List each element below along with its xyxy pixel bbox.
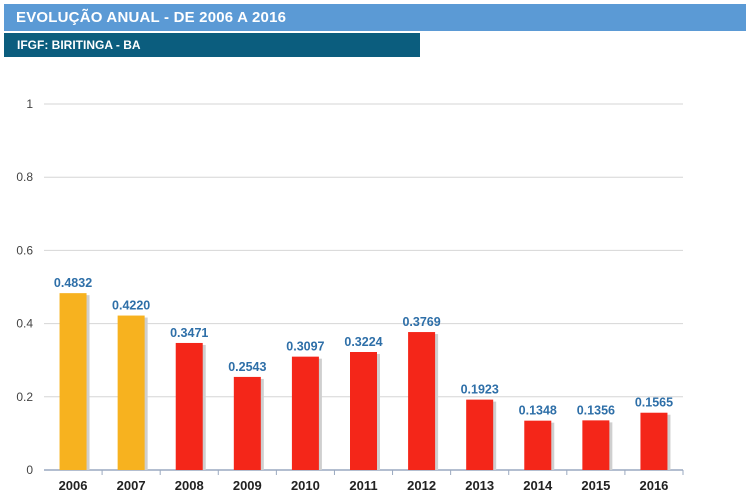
bar-2008[interactable] (175, 342, 203, 470)
bar-2010[interactable] (291, 356, 319, 470)
x-tick-label-2008: 2008 (175, 478, 204, 492)
y-tick-label: 0.6 (16, 243, 33, 257)
chart-title: EVOLUÇÃO ANUAL - DE 2006 A 2016 (16, 9, 287, 26)
bar-2016[interactable] (640, 412, 668, 470)
x-tick-label-2007: 2007 (117, 478, 146, 492)
chart-title-bar: EVOLUÇÃO ANUAL - DE 2006 A 2016 (4, 4, 746, 31)
data-label-2008: 0.3471 (170, 326, 208, 340)
data-label-2006: 0.4832 (54, 276, 92, 290)
data-label-2013: 0.1923 (461, 383, 499, 397)
y-tick-label: 1 (26, 97, 33, 111)
y-tick-label: 0.2 (16, 390, 33, 404)
bar-2013[interactable] (466, 399, 494, 470)
data-label-2011: 0.3224 (344, 335, 382, 349)
x-tick-label-2016: 2016 (639, 478, 668, 492)
x-tick-label-2012: 2012 (407, 478, 436, 492)
data-label-2014: 0.1348 (519, 404, 557, 418)
x-tick-label-2011: 2011 (349, 478, 377, 492)
data-label-2010: 0.3097 (286, 340, 324, 354)
data-label-2009: 0.2543 (228, 360, 266, 374)
x-tick-label-2014: 2014 (523, 478, 553, 492)
x-tick-label-2013: 2013 (465, 478, 494, 492)
x-tick-label-2009: 2009 (233, 478, 262, 492)
data-label-2016: 0.1565 (635, 396, 673, 410)
bar-2009[interactable] (233, 376, 261, 470)
chart-subtitle-bar: IFGF: BIRITINGA - BA (4, 33, 420, 57)
bar-2007[interactable] (117, 315, 145, 470)
bar-chart: 0 0.2 0.4 0.6 0.8 1 0.4832 2006 0.4220 2007 0.3471… (16, 97, 684, 492)
x-tick-label-2006: 2006 (59, 478, 88, 492)
x-tick-label-2010: 2010 (291, 478, 320, 492)
bar-2012[interactable] (408, 332, 436, 470)
bar-2015[interactable] (582, 420, 610, 470)
data-label-2012: 0.3769 (402, 315, 440, 329)
bar-2011[interactable] (350, 352, 377, 470)
x-tick-label-2015: 2015 (581, 478, 610, 492)
bar-2014[interactable] (524, 420, 552, 470)
y-tick-label: 0 (26, 463, 33, 477)
bar-2006[interactable] (59, 293, 87, 470)
y-tick-label: 0.8 (16, 170, 33, 184)
data-label-2007: 0.4220 (112, 299, 150, 313)
chart-subtitle: IFGF: BIRITINGA - BA (17, 38, 141, 52)
y-tick-label: 0.4 (16, 317, 33, 331)
data-label-2015: 0.1356 (577, 403, 615, 417)
